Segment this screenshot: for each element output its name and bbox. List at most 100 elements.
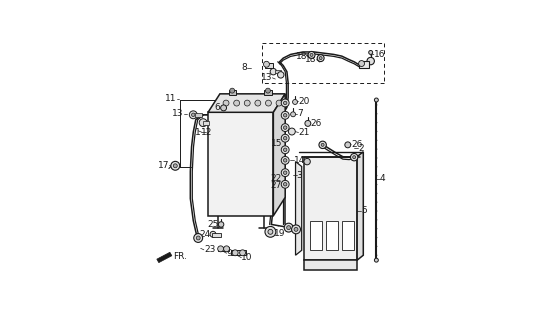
Circle shape: [266, 100, 272, 106]
Circle shape: [277, 72, 284, 78]
Text: 17: 17: [158, 161, 169, 170]
Text: 7: 7: [297, 109, 303, 118]
Text: 6: 6: [214, 103, 220, 112]
Circle shape: [345, 142, 351, 148]
Bar: [212, 233, 221, 237]
Circle shape: [376, 175, 377, 176]
Circle shape: [287, 226, 291, 230]
Bar: [203, 121, 209, 125]
Polygon shape: [208, 112, 273, 216]
Circle shape: [376, 131, 377, 132]
Circle shape: [281, 146, 289, 154]
Circle shape: [376, 122, 377, 123]
Text: 11: 11: [165, 94, 177, 103]
Circle shape: [350, 154, 358, 161]
Text: 18: 18: [295, 52, 307, 61]
Text: 26: 26: [311, 119, 322, 128]
Circle shape: [233, 100, 239, 106]
Circle shape: [319, 57, 322, 60]
Circle shape: [239, 250, 245, 256]
Circle shape: [171, 161, 180, 170]
Polygon shape: [157, 252, 172, 263]
Polygon shape: [231, 250, 247, 255]
Circle shape: [294, 228, 298, 231]
Text: 10: 10: [241, 253, 253, 262]
Polygon shape: [304, 260, 357, 270]
Bar: [326, 221, 338, 250]
Circle shape: [266, 88, 270, 93]
Text: 13: 13: [261, 73, 273, 82]
Bar: [275, 70, 281, 73]
Circle shape: [292, 225, 300, 234]
Polygon shape: [273, 94, 285, 216]
Circle shape: [281, 99, 289, 107]
Circle shape: [376, 140, 377, 141]
Circle shape: [283, 159, 287, 162]
Text: 25: 25: [207, 220, 219, 229]
Text: 16: 16: [374, 50, 386, 59]
Circle shape: [270, 68, 276, 75]
Text: 23: 23: [204, 245, 215, 254]
Bar: [195, 113, 202, 117]
Circle shape: [376, 157, 377, 159]
Circle shape: [223, 100, 229, 106]
Circle shape: [281, 134, 289, 142]
Circle shape: [369, 51, 372, 54]
Circle shape: [305, 120, 311, 126]
Circle shape: [376, 104, 377, 106]
Polygon shape: [208, 94, 285, 112]
Circle shape: [376, 254, 377, 256]
Circle shape: [367, 57, 374, 65]
Circle shape: [196, 236, 200, 240]
Circle shape: [308, 52, 315, 58]
Text: 14: 14: [294, 156, 305, 165]
Circle shape: [218, 222, 224, 227]
Circle shape: [376, 210, 377, 212]
Bar: [266, 63, 273, 68]
Circle shape: [374, 258, 378, 262]
Circle shape: [190, 111, 197, 119]
Text: 26: 26: [351, 140, 363, 149]
Circle shape: [244, 100, 250, 106]
Polygon shape: [295, 162, 302, 255]
Bar: [264, 90, 272, 95]
Circle shape: [230, 88, 235, 93]
Text: 1: 1: [195, 128, 201, 137]
Circle shape: [291, 112, 295, 117]
Circle shape: [218, 246, 224, 252]
Circle shape: [220, 105, 226, 111]
Circle shape: [376, 246, 377, 247]
Circle shape: [255, 100, 261, 106]
Circle shape: [199, 119, 207, 127]
Text: 19: 19: [274, 229, 286, 238]
Bar: [359, 61, 369, 68]
Circle shape: [281, 156, 289, 164]
Text: 22: 22: [271, 174, 282, 183]
Circle shape: [376, 228, 377, 229]
Bar: [310, 221, 322, 250]
Circle shape: [376, 184, 377, 185]
Text: 15: 15: [270, 139, 282, 148]
Circle shape: [281, 180, 289, 188]
Polygon shape: [304, 157, 357, 260]
Circle shape: [284, 223, 293, 232]
Text: 9: 9: [226, 249, 232, 258]
Text: 2: 2: [358, 144, 364, 153]
Circle shape: [321, 143, 324, 146]
Circle shape: [192, 113, 195, 116]
Polygon shape: [357, 152, 363, 260]
Circle shape: [376, 237, 377, 238]
Text: 21: 21: [299, 128, 310, 137]
Circle shape: [293, 100, 298, 104]
Circle shape: [283, 171, 287, 174]
Circle shape: [317, 55, 324, 61]
Polygon shape: [218, 247, 229, 251]
Circle shape: [376, 148, 377, 150]
Circle shape: [376, 219, 377, 220]
Text: 13: 13: [173, 109, 184, 118]
Circle shape: [268, 229, 273, 234]
Circle shape: [224, 246, 230, 252]
Text: 8: 8: [242, 63, 248, 72]
Text: 3: 3: [297, 171, 302, 180]
Circle shape: [374, 98, 378, 102]
